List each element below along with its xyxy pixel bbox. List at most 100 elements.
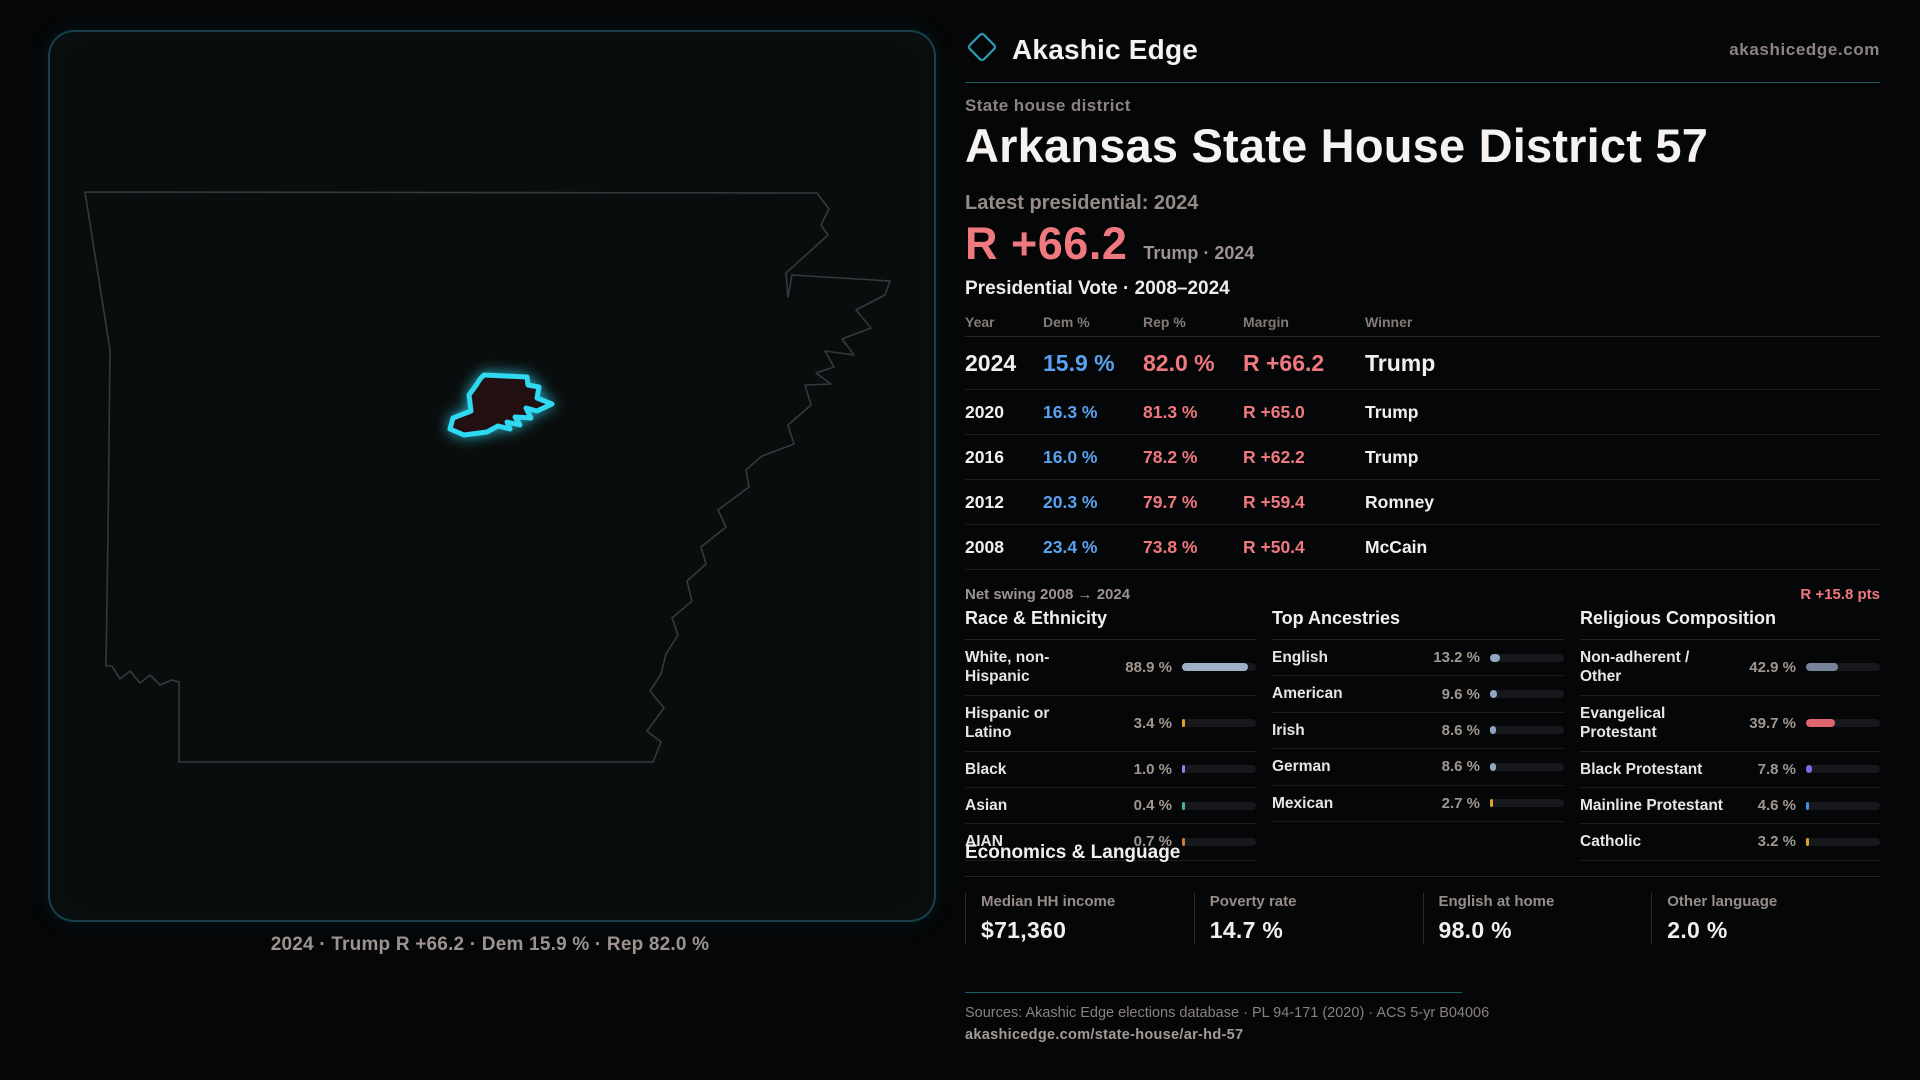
economics-section: Economics & Language Median HH income $7… xyxy=(965,842,1880,944)
demographic-value: 3.2 % xyxy=(1757,833,1796,851)
latest-margin-context: Trump · 2024 xyxy=(1143,243,1255,263)
stat-value: $71,360 xyxy=(981,917,1067,943)
stat-grid: Median HH income $71,360 Poverty rate 14… xyxy=(965,893,1880,944)
demographic-value: 2.7 % xyxy=(1441,794,1480,812)
demographic-bar xyxy=(1490,799,1564,808)
top-ancestries-column: Top Ancestries English 13.2 % American 9.6 … xyxy=(1272,608,1564,861)
year-cell: 2008 xyxy=(965,536,1004,557)
diamond-icon xyxy=(965,30,999,69)
religious-composition-column: Religious Composition Non-adherent / Oth… xyxy=(1580,608,1880,861)
arkansas-state-outline xyxy=(84,191,891,763)
header-bar: Akashic Edge akashicedge.com xyxy=(965,30,1880,69)
footer-divider xyxy=(965,992,1462,993)
permalink[interactable]: akashicedge.com/state-house/ar-hd-57 xyxy=(965,1027,1244,1043)
dem-cell: 16.0 % xyxy=(1043,446,1098,467)
table-row: 2020 16.3 % 81.3 % R +65.0 Trump xyxy=(965,390,1880,435)
demographic-bar-fill xyxy=(1806,765,1812,774)
kicker: State house district xyxy=(965,96,1131,115)
demographic-bar xyxy=(1490,690,1564,699)
net-swing-value: R +15.8 pts xyxy=(1800,586,1880,603)
section-title: Race & Ethnicity xyxy=(965,608,1256,640)
winner-cell: McCain xyxy=(1365,536,1428,557)
table-row: 2024 15.9 % 82.0 % R +66.2 Trump xyxy=(965,337,1880,390)
results-table-title: Presidential Vote · 2008–2024 xyxy=(965,278,1230,299)
demographic-label: Asian xyxy=(965,796,1008,814)
sources-line: Sources: Akashic Edge elections database… xyxy=(965,1005,1490,1021)
stat-value: 2.0 % xyxy=(1667,917,1728,943)
arkansas-map xyxy=(84,191,891,763)
demographic-row: Asian 0.4 % xyxy=(965,788,1256,825)
dem-cell: 23.4 % xyxy=(1043,536,1098,557)
demographic-value: 13.2 % xyxy=(1433,649,1480,667)
demographic-label: Evangelical Protestant xyxy=(1580,704,1666,742)
table-row: 2016 16.0 % 78.2 % R +62.2 Trump xyxy=(965,435,1880,480)
latest-margin-row: R +66.2 Trump · 2024 xyxy=(965,218,1880,270)
demographic-label: Hispanic or Latino xyxy=(965,704,1050,742)
demographic-bar-fill xyxy=(1806,837,1809,846)
col-year: Year xyxy=(965,314,995,330)
site-url-link[interactable]: akashicedge.com xyxy=(1729,39,1880,59)
margin-cell: R +59.4 xyxy=(1243,491,1305,512)
demographic-bar-fill xyxy=(1490,726,1497,735)
winner-cell: Trump xyxy=(1365,401,1419,422)
year-cell: 2012 xyxy=(965,491,1004,512)
table-row: 2012 20.3 % 79.7 % R +59.4 Romney xyxy=(965,480,1880,525)
demographic-row: Catholic 3.2 % xyxy=(1580,824,1880,861)
latest-presidential-label: Latest presidential: 2024 xyxy=(965,192,1199,214)
demographic-row: Irish 8.6 % xyxy=(1272,713,1564,750)
demographic-value: 39.7 % xyxy=(1749,714,1796,732)
results-table: Year Dem % Rep % Margin Winner 2024 15.9… xyxy=(965,308,1880,570)
demographic-bar xyxy=(1490,762,1564,771)
stat-value: 98.0 % xyxy=(1438,917,1512,943)
col-dem: Dem % xyxy=(1043,314,1090,330)
winner-cell: Trump xyxy=(1365,446,1419,467)
demographic-row: Mexican 2.7 % xyxy=(1272,786,1564,822)
demographic-row: Evangelical Protestant 39.7 % xyxy=(1580,696,1880,752)
demographic-row: White, non-Hispanic 88.9 % xyxy=(965,640,1256,696)
demographics-section: Race & Ethnicity White, non-Hispanic 88.9… xyxy=(965,608,1880,861)
demographic-bar-fill xyxy=(1490,653,1500,662)
demographic-bar xyxy=(1806,837,1880,846)
demographic-row: English 13.2 % xyxy=(1272,640,1564,677)
demographic-bar-fill xyxy=(1182,765,1185,774)
rep-cell: 79.7 % xyxy=(1143,491,1198,512)
year-cell: 2024 xyxy=(965,349,1017,376)
demographic-bar xyxy=(1490,653,1564,662)
footer: Sources: Akashic Edge elections database… xyxy=(965,992,1880,1043)
stat-label: Poverty rate xyxy=(1209,893,1297,910)
latest-margin-value: R +66.2 xyxy=(965,218,1128,269)
demographic-bar-fill xyxy=(1182,801,1185,810)
demographic-value: 3.4 % xyxy=(1133,714,1172,732)
margin-cell: R +65.0 xyxy=(1243,401,1305,422)
margin-cell: R +66.2 xyxy=(1243,349,1325,376)
demographic-label: German xyxy=(1272,758,1331,776)
demographic-bar xyxy=(1182,765,1256,774)
map-caption: 2024 · Trump R +66.2 · Dem 15.9 % · Rep … xyxy=(270,934,710,955)
rep-cell: 78.2 % xyxy=(1143,446,1198,467)
stat-tile: Other language 2.0 % xyxy=(1651,893,1880,944)
district-57-shape xyxy=(447,372,555,438)
brand-name: Akashic Edge xyxy=(1012,33,1199,65)
section-title: Religious Composition xyxy=(1580,608,1880,640)
net-swing-label: Net swing 2008 → 2024 xyxy=(965,586,1131,603)
demographic-bar xyxy=(1806,765,1880,774)
demographic-bar-fill xyxy=(1182,719,1185,728)
stat-tile: English at home 98.0 % xyxy=(1422,893,1652,944)
stat-tile: Median HH income $71,360 xyxy=(965,893,1194,944)
year-cell: 2016 xyxy=(965,446,1004,467)
demographic-bar-fill xyxy=(1806,719,1836,728)
dem-cell: 15.9 % xyxy=(1043,349,1115,376)
demographic-row: Hispanic or Latino 3.4 % xyxy=(965,696,1256,752)
stat-label: Other language xyxy=(1667,893,1778,910)
stat-tile: Poverty rate 14.7 % xyxy=(1193,893,1423,944)
margin-cell: R +62.2 xyxy=(1243,446,1305,467)
demographic-label: American xyxy=(1272,685,1343,703)
winner-cell: Romney xyxy=(1365,491,1435,512)
demographic-bar xyxy=(1806,801,1880,810)
stat-label: English at home xyxy=(1438,893,1555,910)
demographic-bar-fill xyxy=(1182,663,1248,672)
year-cell: 2020 xyxy=(965,401,1004,422)
demographic-bar-fill xyxy=(1490,799,1493,808)
demographic-row: Mainline Protestant 4.6 % xyxy=(1580,788,1880,825)
demographic-value: 8.6 % xyxy=(1441,721,1480,739)
